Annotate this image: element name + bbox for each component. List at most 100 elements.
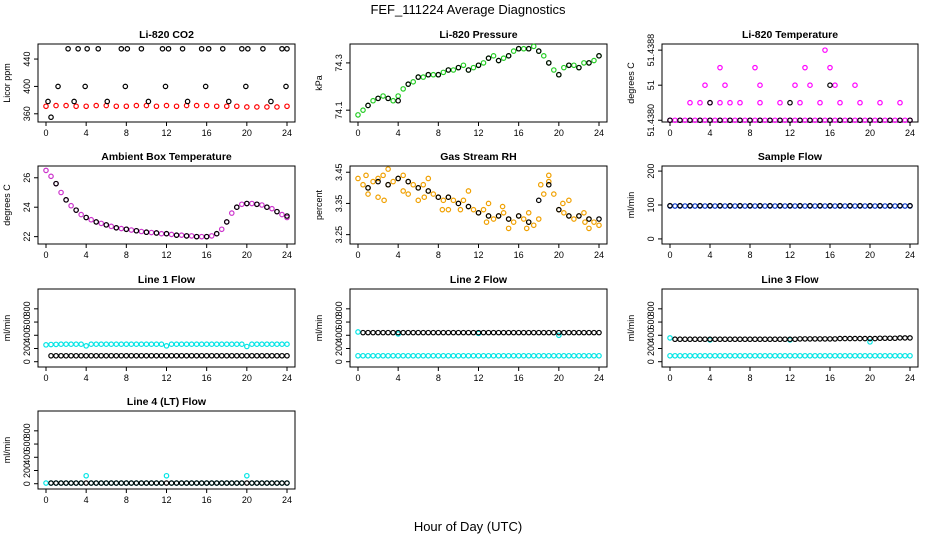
data-point [586,216,592,222]
data-point [537,181,544,188]
data-point [168,231,175,238]
data-point [93,219,100,225]
data-point [812,336,818,342]
data-point [233,103,240,110]
data-point [470,329,477,336]
data-point [439,206,446,213]
data-point [83,343,89,349]
data-point [415,197,422,204]
data-point [63,352,69,359]
data-point [163,352,170,359]
data-point [687,99,693,106]
data-point [722,82,728,88]
x-tick-label: 20 [865,250,875,260]
data-point [133,227,140,234]
data-point [148,352,155,359]
data-point [279,341,285,347]
data-point [882,335,888,342]
data-point [475,329,482,336]
data-point [470,352,477,359]
data-point [842,335,848,342]
data-point [279,480,285,486]
y-tick-label: 100 [646,197,656,212]
data-point [907,335,913,341]
data-point [566,352,572,359]
data-point [480,352,487,359]
data-point [687,202,693,209]
data-point [133,102,140,109]
data-point [193,341,200,347]
data-point [847,117,853,124]
data-point [415,185,422,191]
y-tick-label: 600 [22,315,32,330]
data-point [228,210,235,216]
data-point [450,197,457,204]
y-tick-label: 51 [646,80,656,90]
data-point [123,480,130,486]
data-point [872,352,878,359]
data-point [697,202,703,209]
data-point [837,117,843,124]
x-tick-label: 8 [436,250,441,260]
data-point [480,60,487,66]
data-point [123,103,130,110]
data-point [697,117,703,124]
panel-pressure: Li-820 Pressure kPa 0 4 8 12 16 20 24 74.1 74.3 [314,29,608,138]
data-point [283,83,289,90]
y-tick-label: 0 [22,359,32,364]
data-point [742,336,748,343]
x-tick-label: 12 [161,495,171,505]
panel-line3: Line 3 Flow ml/min 0 4 8 12 16 20 24 0 20040060080… [626,274,919,383]
data-point [777,336,783,343]
data-point [143,229,150,236]
data-point [239,201,245,208]
data-point [505,329,512,336]
data-point [455,352,462,359]
x-tick-label: 24 [282,128,292,138]
data-point [797,202,803,209]
data-point [782,203,788,209]
data-point [223,480,230,486]
data-point [390,352,396,359]
data-point [907,352,913,359]
data-point [153,341,160,347]
data-point [198,233,205,240]
data-point [677,352,683,359]
data-point [480,329,487,336]
x-tick-label: 24 [905,128,915,138]
y-tick-label: 400 [646,328,656,343]
data-point [515,329,522,336]
data-point [596,216,602,222]
data-point [264,352,270,359]
data-point [435,329,442,336]
data-point [450,352,457,359]
data-point [742,203,748,209]
data-point [687,352,693,359]
series-raw [672,335,913,343]
x-tick-label: 4 [396,250,401,260]
series-avg [355,166,602,232]
data-point [535,197,542,204]
data-point [857,335,863,342]
data-point [163,102,170,109]
x-tick-label: 24 [594,128,604,138]
data-point [566,62,572,69]
data-point [515,352,522,359]
data-point [355,352,361,359]
data-point [817,352,823,359]
data-point [440,197,447,204]
data-point [807,117,813,124]
plot-frame [37,288,296,368]
data-point [827,82,833,88]
data-point [812,203,818,209]
data-point [586,60,592,66]
data-point [495,352,502,359]
data-point [153,480,160,486]
data-point [591,219,597,225]
data-point [510,219,517,225]
data-point [188,480,195,486]
data-point [677,336,683,343]
data-point [667,117,673,124]
data-point [75,45,81,52]
